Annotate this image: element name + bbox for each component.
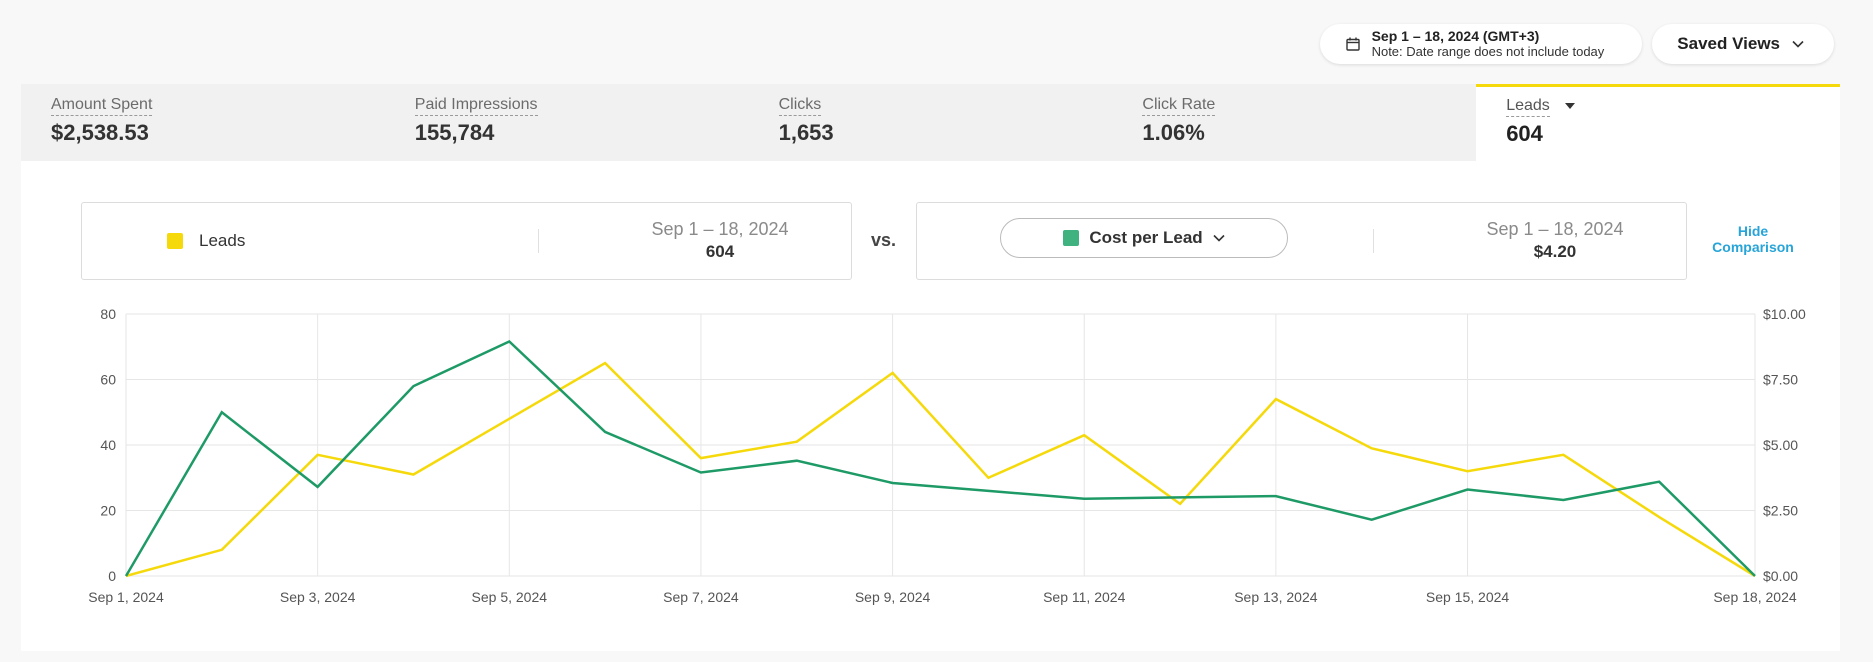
secondary-value: $4.20 xyxy=(1533,242,1577,261)
chevron-down-icon xyxy=(1792,40,1804,48)
hide-label: Hide xyxy=(1737,223,1769,239)
saved-views-button[interactable]: Saved Views xyxy=(1652,24,1834,64)
metric-label: Click Rate xyxy=(1142,96,1216,116)
metric-clicks[interactable]: Clicks 1,653 xyxy=(749,84,1113,161)
series-line-cost-per-lead xyxy=(124,340,1756,577)
x-tick-label: Sep 11, 2024 xyxy=(1043,589,1125,605)
x-tick-label: Sep 15, 2024 xyxy=(1426,589,1510,605)
top-toolbar: Sep 1 – 18, 2024 (GMT+3) Note: Date rang… xyxy=(1319,24,1834,64)
metric-value: 1.06% xyxy=(1142,120,1205,145)
date-range-note: Note: Date range does not include today xyxy=(1371,44,1605,59)
metric-amount-spent[interactable]: Amount Spent $2,538.53 xyxy=(21,84,385,161)
x-tick-label: Sep 5, 2024 xyxy=(472,589,548,605)
line-chart: 0 $0.00 20 $2.50 40 $5.00 60 $7.50 80 $10.00 Sep 1… xyxy=(88,306,1806,605)
vs-label: vs. xyxy=(871,230,897,250)
date-range-picker[interactable]: Sep 1 – 18, 2024 (GMT+3) Note: Date rang… xyxy=(1319,24,1643,64)
metric-paid-impressions[interactable]: Paid Impressions 155,784 xyxy=(385,84,749,161)
x-tick-label: Sep 1, 2024 xyxy=(88,589,164,605)
metric-value: 155,784 xyxy=(414,120,495,145)
metrics-bar: Amount Spent $2,538.53 Paid Impressions … xyxy=(21,84,1840,161)
primary-value: 604 xyxy=(705,242,735,261)
x-tick-label: Sep 9, 2024 xyxy=(855,589,931,605)
y-right-tick-label: $5.00 xyxy=(1763,437,1798,453)
comparison-label: Comparison xyxy=(1712,239,1794,255)
y-left-tick-label: 40 xyxy=(100,437,116,453)
x-tick-label: Sep 13, 2024 xyxy=(1234,589,1318,605)
metric-label: Amount Spent xyxy=(51,96,153,116)
metric-label: Paid Impressions xyxy=(414,96,538,116)
y-left-tick-label: 60 xyxy=(100,372,116,388)
x-tick-label: Sep 3, 2024 xyxy=(280,589,356,605)
metric-click-rate[interactable]: Click Rate 1.06% xyxy=(1112,84,1476,161)
saved-views-label: Saved Views xyxy=(1677,34,1780,53)
secondary-range: Sep 1 – 18, 2024 xyxy=(1486,219,1624,239)
calendar-icon xyxy=(1345,37,1360,51)
chart-panel: Leads Sep 1 – 18, 2024 604 vs. Cost per … xyxy=(21,161,1840,651)
comparison-metric-select[interactable]: Cost per Lead xyxy=(1000,218,1288,258)
secondary-metric-name: Cost per Lead xyxy=(1089,228,1203,247)
hide-comparison-link[interactable]: Hide Comparison xyxy=(1701,223,1805,255)
leads-swatch xyxy=(167,233,183,249)
metric-label: Leads xyxy=(1506,97,1550,117)
y-left-tick-label: 80 xyxy=(100,306,116,322)
comparison-primary: Leads Sep 1 – 18, 2024 604 xyxy=(81,202,852,280)
divider xyxy=(1373,229,1374,253)
y-left-tick-label: 0 xyxy=(108,568,116,584)
caret-down-icon[interactable] xyxy=(1564,102,1576,110)
cpl-swatch xyxy=(1063,230,1080,246)
y-right-tick-label: $0.00 xyxy=(1763,568,1798,584)
y-right-tick-label: $7.50 xyxy=(1763,372,1798,388)
y-right-tick-label: $2.50 xyxy=(1763,503,1798,519)
primary-range: Sep 1 – 18, 2024 xyxy=(651,219,789,239)
x-tick-label: Sep 18, 2024 xyxy=(1713,589,1797,605)
primary-metric-name: Leads xyxy=(199,231,246,250)
x-tick-label: Sep 7, 2024 xyxy=(663,589,739,605)
series-line-leads xyxy=(125,361,1756,578)
metric-value: 604 xyxy=(1506,121,1543,146)
divider xyxy=(538,229,539,253)
metric-value: 1,653 xyxy=(778,120,834,145)
metric-value: $2,538.53 xyxy=(51,120,149,145)
metric-leads[interactable]: Leads 604 xyxy=(1476,84,1840,161)
date-range-text: Sep 1 – 18, 2024 (GMT+3) Note: Date rang… xyxy=(1371,28,1605,60)
y-left-tick-label: 20 xyxy=(100,503,116,519)
date-range-label: Sep 1 – 18, 2024 (GMT+3) xyxy=(1371,28,1540,44)
y-right-tick-label: $10.00 xyxy=(1763,306,1806,322)
chevron-down-icon xyxy=(1213,234,1225,242)
comparison-secondary: Cost per Lead Sep 1 – 18, 2024 $4.20 xyxy=(916,202,1687,280)
metric-label: Clicks xyxy=(778,96,822,116)
